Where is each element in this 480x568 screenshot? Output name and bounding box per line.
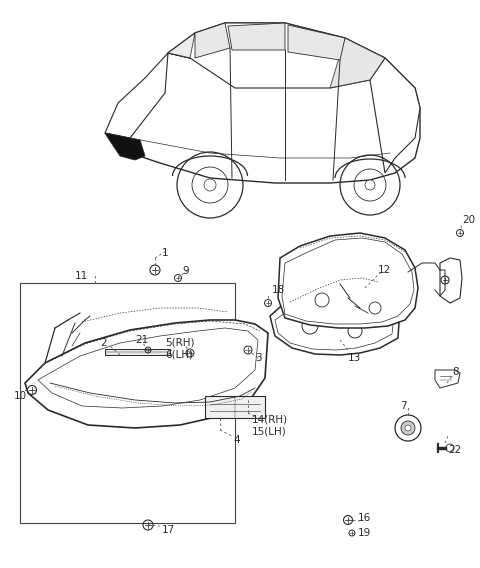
Polygon shape <box>168 33 195 58</box>
Polygon shape <box>275 280 395 350</box>
Polygon shape <box>288 25 345 60</box>
Polygon shape <box>370 58 420 173</box>
Text: 21: 21 <box>135 335 148 345</box>
Polygon shape <box>195 23 230 58</box>
Text: 9: 9 <box>182 266 189 276</box>
Polygon shape <box>282 238 414 324</box>
Text: 10: 10 <box>14 391 27 401</box>
Text: 17: 17 <box>162 525 175 535</box>
Circle shape <box>395 415 421 441</box>
Text: 14(RH): 14(RH) <box>252 415 288 425</box>
Text: 1: 1 <box>162 248 168 258</box>
Polygon shape <box>228 23 285 50</box>
Text: 8: 8 <box>452 367 458 377</box>
Circle shape <box>365 180 375 190</box>
Polygon shape <box>270 273 400 355</box>
Text: 22: 22 <box>448 445 461 455</box>
Text: 5(RH): 5(RH) <box>165 337 194 347</box>
Polygon shape <box>25 320 268 428</box>
Polygon shape <box>435 370 460 388</box>
Bar <box>205 396 265 418</box>
Text: 3: 3 <box>255 353 262 363</box>
Text: 12: 12 <box>378 265 391 275</box>
Text: 19: 19 <box>358 528 371 538</box>
Text: 18: 18 <box>272 285 285 295</box>
Circle shape <box>401 421 415 435</box>
Text: 15(LH): 15(LH) <box>252 427 287 437</box>
Circle shape <box>405 425 411 431</box>
Text: 7: 7 <box>400 401 407 411</box>
Text: 6(LH): 6(LH) <box>165 349 193 359</box>
Polygon shape <box>440 258 462 303</box>
Polygon shape <box>105 23 420 183</box>
Bar <box>20 283 235 523</box>
Text: 11: 11 <box>75 271 88 281</box>
Text: 13: 13 <box>348 353 361 363</box>
Polygon shape <box>168 23 385 88</box>
Text: 2: 2 <box>100 338 107 348</box>
Circle shape <box>204 179 216 191</box>
Bar <box>105 349 170 355</box>
Text: 20: 20 <box>462 215 475 225</box>
Polygon shape <box>330 38 385 88</box>
Polygon shape <box>105 53 190 138</box>
Polygon shape <box>105 133 145 160</box>
Text: 4: 4 <box>233 435 240 445</box>
Polygon shape <box>38 328 258 408</box>
Text: 16: 16 <box>358 513 371 523</box>
Polygon shape <box>278 233 418 328</box>
